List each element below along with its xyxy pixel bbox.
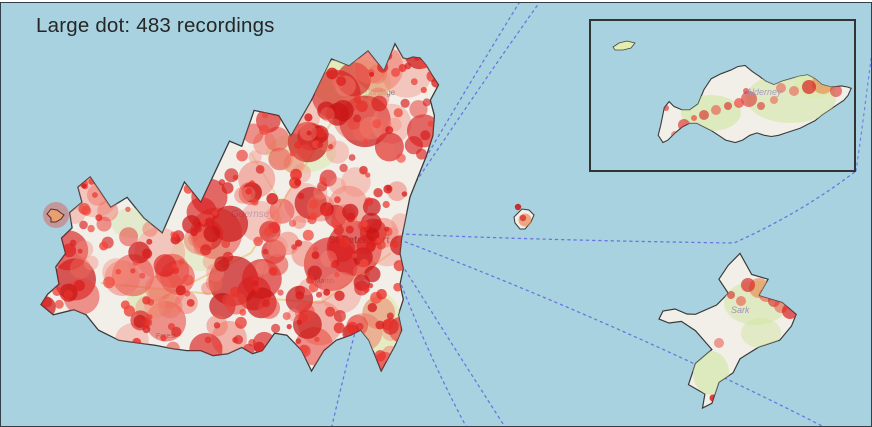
svg-text:Alderney: Alderney [745,87,782,97]
svg-text:Sark: Sark [731,305,750,315]
